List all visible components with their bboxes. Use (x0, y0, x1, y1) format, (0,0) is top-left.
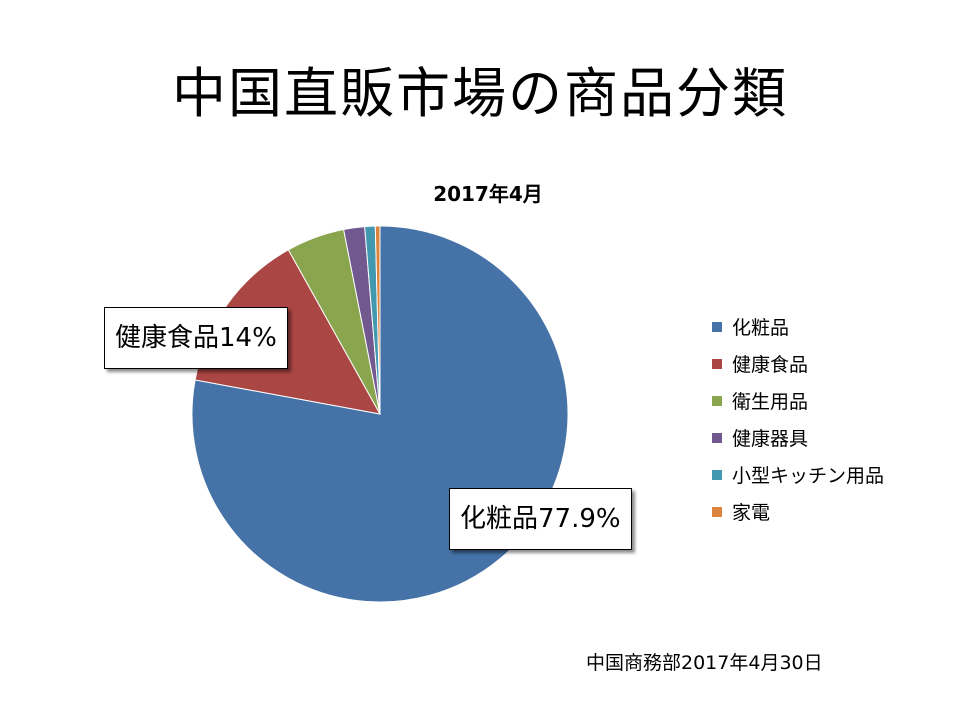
chart-title: 2017年4月 (433, 182, 543, 206)
legend-label: 家電 (732, 502, 771, 524)
legend-swatch (712, 432, 722, 443)
legend-swatch (712, 395, 722, 406)
pie-slice-5 (374, 225, 381, 415)
legend-item-2: 衛生用品 (712, 382, 884, 419)
legend-item-0: 化粧品 (712, 308, 884, 345)
legend-label: 小型キッチン用品 (732, 465, 885, 487)
source-note: 中国商務部2017年4月30日 (586, 652, 823, 674)
chart-legend: 化粧品健康食品衛生用品健康器具小型キッチン用品 家電 (712, 308, 884, 530)
legend-swatch (712, 358, 722, 369)
legend-item-3: 健康器具 (712, 419, 884, 456)
legend-label: 化粧品 (732, 317, 790, 339)
legend-item-4: 小型キッチン用品 (712, 456, 884, 493)
legend-swatch (712, 506, 722, 517)
legend-item-5: 家電 (712, 493, 884, 530)
legend-swatch (712, 469, 722, 480)
slide-title: 中国直販市場の商品分類 (172, 62, 788, 125)
legend-item-1: 健康食品 (712, 345, 884, 382)
legend-label: 健康器具 (732, 428, 809, 450)
data-label-health-food: 健康食品14% (104, 307, 288, 369)
legend-label: 衛生用品 (732, 391, 809, 413)
legend-label: 健康食品 (732, 354, 809, 376)
legend-swatch (712, 321, 722, 332)
data-label-cosmetics: 化粧品77.9% (449, 488, 632, 550)
